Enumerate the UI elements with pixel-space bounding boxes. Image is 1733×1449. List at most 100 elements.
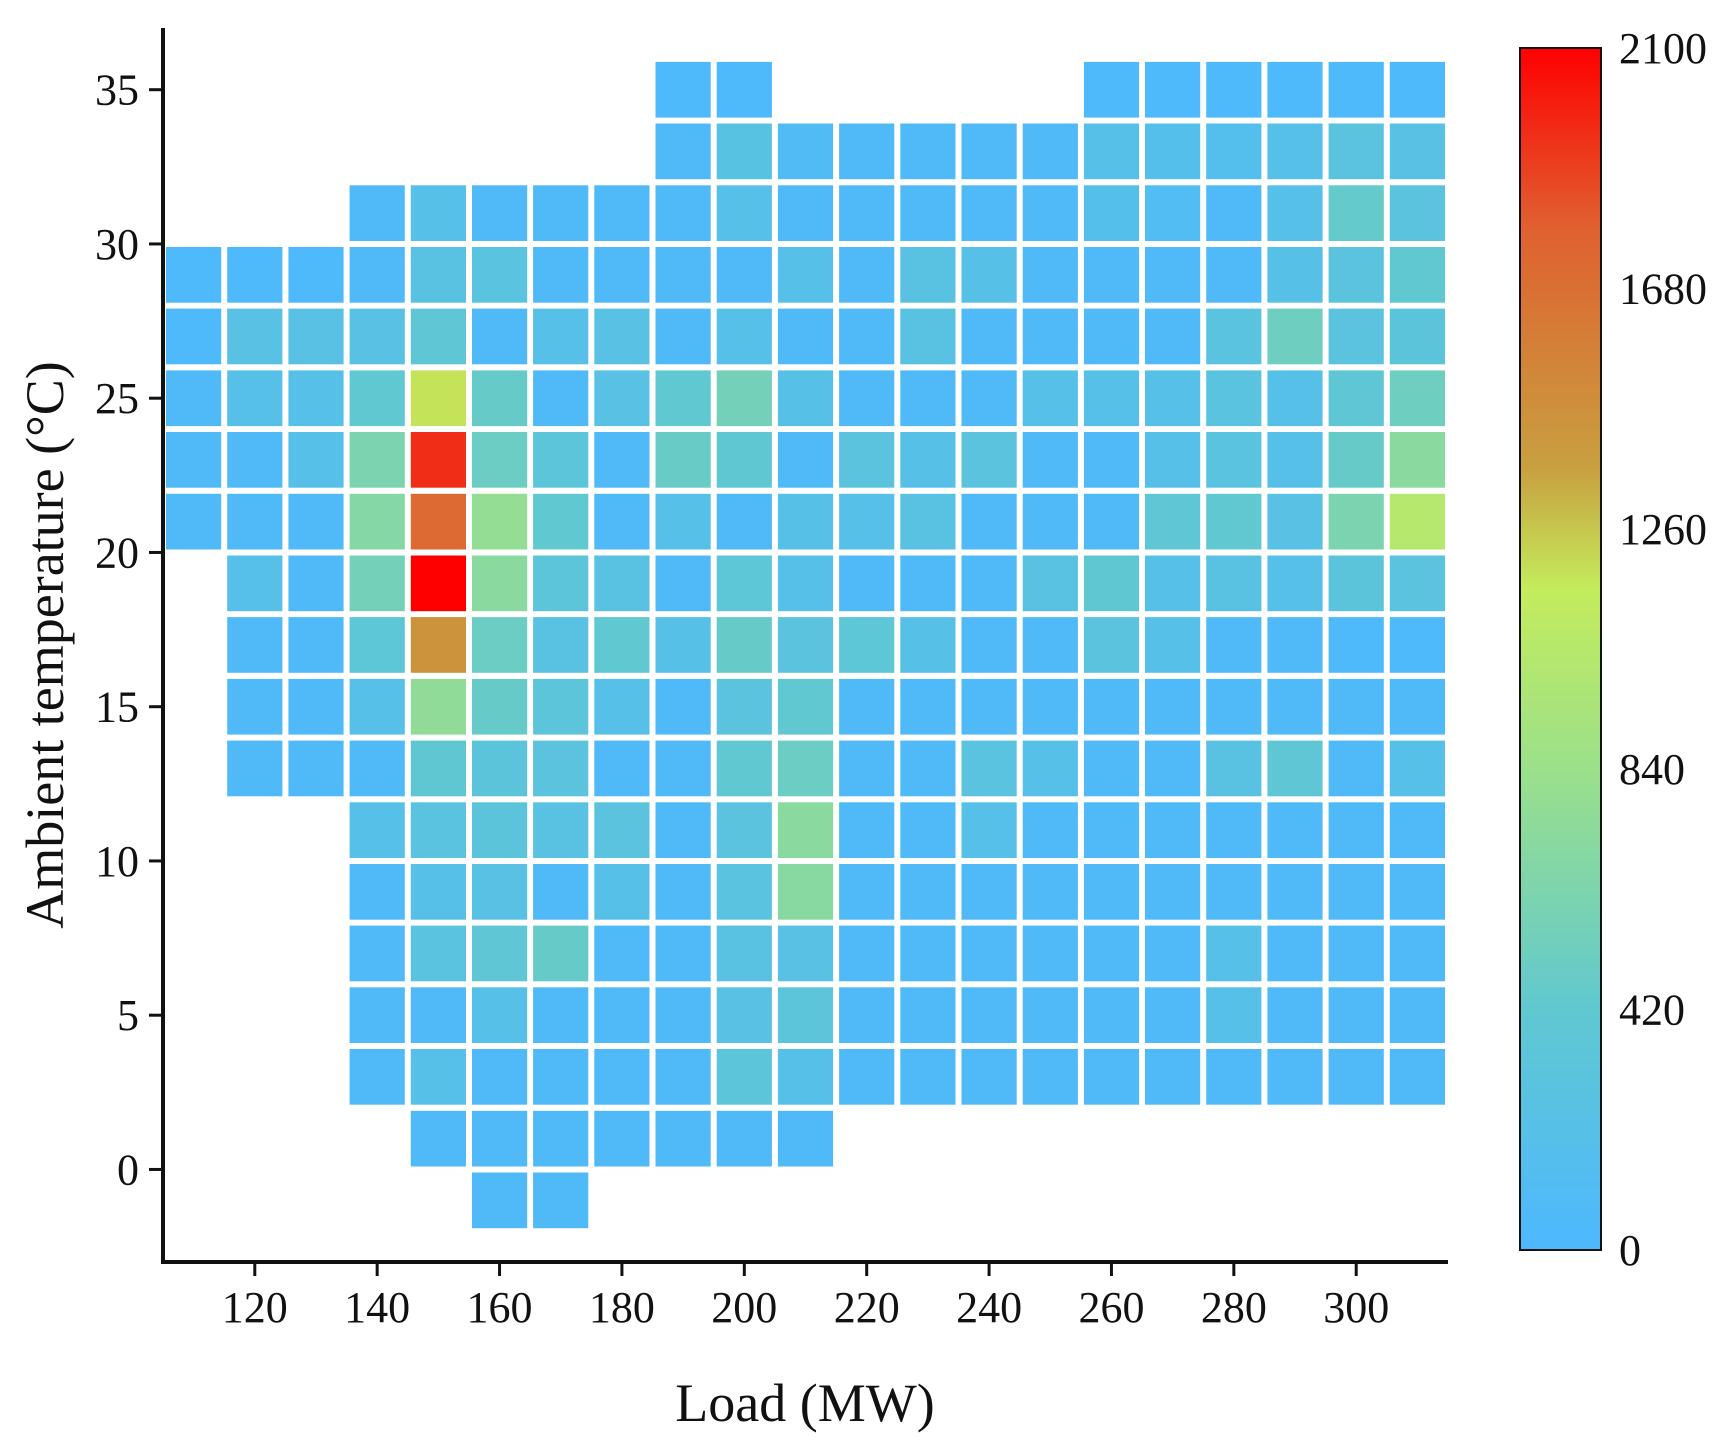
- x-tick-label: 220: [834, 1283, 900, 1332]
- heatmap-cell: [1206, 432, 1262, 488]
- heatmap-cell: [410, 493, 466, 550]
- heatmap-cell: [1267, 1049, 1323, 1105]
- heatmap-cell: [777, 1110, 834, 1167]
- heatmap-cell: [533, 1049, 589, 1105]
- heatmap-cell: [594, 802, 650, 858]
- heatmap-cell: [900, 432, 956, 488]
- heatmap-cell: [594, 864, 650, 920]
- heatmap-cell: [716, 555, 772, 612]
- heatmap-cell: [594, 617, 650, 673]
- heatmap-cell: [533, 1172, 589, 1229]
- heatmap-cell: [1328, 370, 1384, 427]
- heatmap-cell: [288, 617, 344, 673]
- colorbar-tick-label: 1260: [1619, 505, 1707, 554]
- colorbar-gradient: [1519, 47, 1602, 1251]
- heatmap-cell: [839, 555, 895, 612]
- heatmap-cell: [1389, 678, 1445, 735]
- heatmap-cell: [655, 308, 711, 365]
- heatmap-cell: [1328, 185, 1384, 241]
- heatmap-cell: [655, 987, 711, 1043]
- heatmap-cell: [1389, 617, 1445, 673]
- heatmap-cell: [533, 185, 589, 241]
- heatmap-cell: [594, 308, 650, 365]
- heatmap-cell: [961, 308, 1017, 365]
- heatmap-cell: [1389, 185, 1445, 241]
- heatmap-cell: [900, 617, 956, 673]
- heatmap-cell: [900, 864, 956, 920]
- heatmap-cell: [472, 678, 528, 735]
- heatmap-cell: [1083, 432, 1140, 488]
- heatmap-cell: [1145, 123, 1201, 180]
- heatmap-cell: [594, 678, 650, 735]
- heatmap-cell: [777, 987, 834, 1043]
- heatmap-cell: [777, 740, 834, 797]
- heatmap-cell: [1267, 123, 1323, 180]
- heatmap-cell: [349, 987, 405, 1043]
- heatmap-cell: [533, 247, 589, 303]
- x-tick-label: 180: [589, 1283, 655, 1332]
- heatmap-cell: [533, 987, 589, 1043]
- heatmap-cell: [1022, 493, 1078, 550]
- heatmap-cell: [533, 740, 589, 797]
- heatmap-cell: [1083, 555, 1140, 612]
- heatmap-cell: [900, 802, 956, 858]
- x-tick-label: 160: [467, 1283, 533, 1332]
- x-tick-label: 300: [1323, 1283, 1389, 1332]
- heatmap-cell: [1389, 370, 1445, 427]
- heatmap-cell: [1206, 617, 1262, 673]
- heatmap-cell: [1022, 987, 1078, 1043]
- heatmap-cell: [288, 493, 344, 550]
- heatmap-cell: [900, 493, 956, 550]
- heatmap-cell: [961, 864, 1017, 920]
- heatmap-cell: [1328, 987, 1384, 1043]
- heatmap-cell: [533, 370, 589, 427]
- heatmap-cell: [288, 370, 344, 427]
- heatmap-cell: [716, 802, 772, 858]
- heatmap-cell: [410, 370, 466, 427]
- heatmap-cell: [472, 1172, 528, 1229]
- heatmap-cell: [410, 1049, 466, 1105]
- heatmap-cell: [1206, 308, 1262, 365]
- heatmap-cell: [349, 678, 405, 735]
- heatmap-cell: [1267, 370, 1323, 427]
- heatmap-cell: [961, 802, 1017, 858]
- heatmap-cell: [1389, 864, 1445, 920]
- heatmap-cell: [472, 802, 528, 858]
- heatmap-cell: [472, 370, 528, 427]
- heatmap-cell: [410, 740, 466, 797]
- heatmap-cell: [839, 493, 895, 550]
- heatmap-cell: [900, 987, 956, 1043]
- heatmap-cell: [1389, 987, 1445, 1043]
- heatmap-cell: [1145, 802, 1201, 858]
- heatmap-cell: [1145, 370, 1201, 427]
- heatmap-cell: [1328, 1049, 1384, 1105]
- heatmap-cell: [900, 123, 956, 180]
- heatmap-cell: [1145, 617, 1201, 673]
- heatmap-cell: [1328, 555, 1384, 612]
- heatmap-cell: [227, 370, 283, 427]
- heatmap-cell: [655, 555, 711, 612]
- heatmap-cell: [1267, 925, 1323, 982]
- heatmap-cell: [472, 925, 528, 982]
- heatmap-cell: [472, 247, 528, 303]
- heatmap-cell: [1328, 308, 1384, 365]
- heatmap-cell: [1145, 493, 1201, 550]
- heatmap-cell: [1022, 432, 1078, 488]
- heatmap-cell: [1145, 678, 1201, 735]
- heatmap-cell: [410, 432, 466, 488]
- heatmap-cell: [777, 185, 834, 241]
- heatmap-cell: [716, 493, 772, 550]
- x-tick-label: 140: [344, 1283, 410, 1332]
- heatmap-cell: [839, 987, 895, 1043]
- heatmap-cell: [227, 678, 283, 735]
- heatmap-cell: [900, 308, 956, 365]
- y-tick-label: 30: [95, 220, 139, 269]
- heatmap-cell: [472, 740, 528, 797]
- x-axis-title: Load (MW): [675, 1373, 934, 1433]
- heatmap-cell: [1145, 61, 1201, 118]
- heatmap-cell: [1206, 678, 1262, 735]
- heatmap-cell: [1206, 802, 1262, 858]
- heatmap-cell: [839, 678, 895, 735]
- heatmap-cell: [594, 555, 650, 612]
